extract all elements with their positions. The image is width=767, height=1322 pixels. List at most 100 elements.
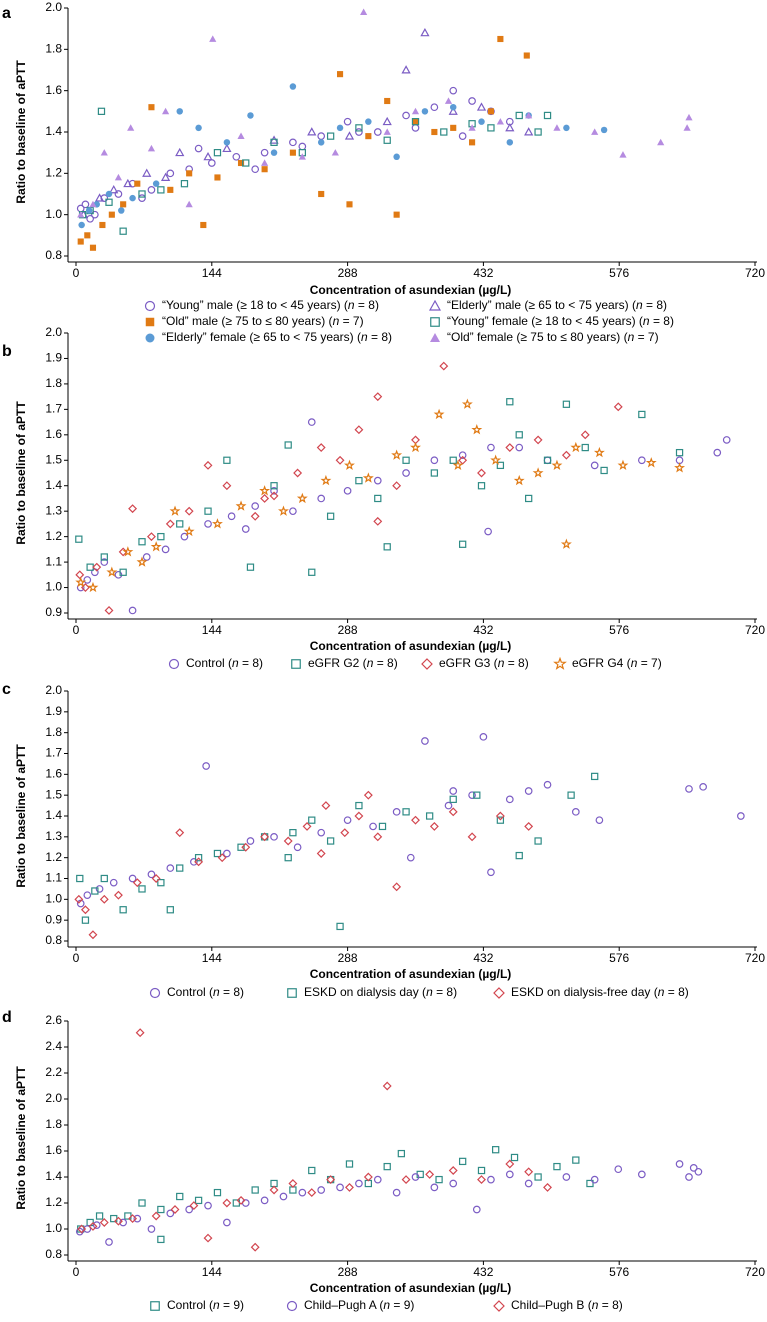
data-point bbox=[269, 1185, 279, 1195]
y-tick-label: 0.8 bbox=[45, 1247, 62, 1261]
x-tick-label: 576 bbox=[609, 623, 629, 637]
data-point bbox=[302, 821, 312, 831]
data-point bbox=[186, 170, 193, 177]
data-point bbox=[449, 456, 457, 464]
series-3 bbox=[75, 398, 686, 593]
data-point bbox=[204, 520, 212, 528]
legend-label: eGFR G4 (n = 7) bbox=[572, 656, 662, 670]
y-tick-label: 1.0 bbox=[45, 580, 62, 594]
data-point bbox=[75, 535, 83, 543]
y-tick-label: 1.1 bbox=[45, 554, 62, 568]
data-point bbox=[147, 870, 156, 879]
data-point bbox=[491, 1146, 500, 1154]
data-point bbox=[284, 441, 292, 449]
data-point bbox=[157, 1205, 165, 1214]
data-point bbox=[138, 885, 146, 893]
data-point bbox=[326, 837, 335, 845]
data-point bbox=[183, 525, 195, 537]
data-point bbox=[561, 450, 571, 460]
data-point bbox=[86, 214, 94, 223]
legend-marker bbox=[428, 299, 442, 311]
data-point bbox=[260, 832, 270, 842]
data-point bbox=[543, 456, 552, 464]
data-point bbox=[402, 111, 410, 120]
data-point bbox=[81, 200, 90, 209]
data-point bbox=[450, 124, 457, 131]
panel-c: c 0.8 0.9 1.0 1.1 1.2 1.3 1.4 1.5 1.6 1.7 1.8 1.9 2.0… bbox=[2, 681, 765, 999]
data-point bbox=[92, 1221, 101, 1229]
series-4 bbox=[78, 83, 608, 229]
data-point bbox=[525, 111, 533, 119]
data-point bbox=[135, 1028, 145, 1038]
data-point bbox=[289, 829, 297, 837]
data-point bbox=[448, 1166, 458, 1175]
data-point bbox=[128, 1214, 138, 1224]
y-tick-label: 1.8 bbox=[45, 42, 62, 56]
y-tick-label: 2.0 bbox=[45, 325, 62, 339]
data-point bbox=[477, 482, 486, 490]
data-point bbox=[283, 836, 293, 846]
x-tick-label: 432 bbox=[473, 623, 493, 637]
y-tick-label: 1.3 bbox=[45, 829, 62, 843]
data-point bbox=[420, 27, 430, 37]
data-point bbox=[202, 762, 210, 770]
data-point bbox=[147, 1225, 156, 1233]
data-point bbox=[175, 147, 185, 157]
x-axis-label: Concentration of asundexian (µg/L) bbox=[310, 639, 512, 653]
data-point bbox=[100, 553, 108, 561]
data-point bbox=[570, 441, 582, 453]
data-point bbox=[505, 795, 514, 804]
y-tick-label: 0.8 bbox=[45, 933, 62, 947]
data-point bbox=[75, 570, 85, 580]
data-point bbox=[383, 543, 391, 551]
data-point bbox=[401, 65, 411, 74]
data-point bbox=[343, 816, 352, 825]
data-point bbox=[478, 118, 485, 125]
data-point bbox=[289, 83, 297, 90]
data-point bbox=[533, 435, 543, 445]
data-point bbox=[593, 446, 605, 458]
data-point bbox=[496, 816, 505, 824]
data-point bbox=[109, 185, 119, 194]
data-point bbox=[402, 808, 410, 816]
y-tick-label: 1.9 bbox=[45, 351, 62, 365]
data-point bbox=[590, 461, 599, 470]
data-point bbox=[176, 1192, 184, 1201]
x-tick-label: 720 bbox=[745, 951, 765, 965]
data-point bbox=[317, 828, 326, 837]
y-tick-label: 2.0 bbox=[45, 1091, 62, 1105]
data-point bbox=[95, 1212, 104, 1220]
series-2 bbox=[77, 1028, 552, 1252]
data-point bbox=[150, 541, 162, 552]
data-point bbox=[449, 795, 457, 803]
data-point bbox=[444, 801, 453, 810]
y-tick-label: 1.0 bbox=[45, 1221, 62, 1235]
data-point bbox=[553, 124, 561, 131]
data-point bbox=[250, 511, 260, 521]
data-point bbox=[345, 1160, 354, 1168]
data-point bbox=[411, 118, 420, 126]
y-tick-label: 1.5 bbox=[45, 452, 62, 466]
data-point bbox=[524, 787, 533, 795]
data-point bbox=[448, 807, 458, 817]
data-point bbox=[440, 128, 448, 136]
series-1 bbox=[75, 398, 684, 576]
data-point bbox=[515, 851, 523, 860]
data-point bbox=[471, 423, 483, 435]
data-point bbox=[505, 123, 515, 132]
data-point bbox=[99, 894, 109, 904]
series-0 bbox=[76, 86, 514, 223]
data-point bbox=[392, 882, 402, 892]
data-point bbox=[534, 837, 542, 845]
data-point bbox=[223, 139, 231, 146]
data-point bbox=[91, 887, 99, 895]
data-point bbox=[91, 210, 99, 219]
x-tick-label: 288 bbox=[338, 623, 358, 637]
data-point bbox=[176, 108, 183, 115]
series-2 bbox=[74, 790, 534, 940]
data-point bbox=[307, 127, 317, 136]
y-tick-label: 1.8 bbox=[45, 1117, 62, 1131]
data-point bbox=[567, 791, 575, 799]
data-point bbox=[203, 151, 213, 161]
data-point bbox=[89, 244, 97, 251]
